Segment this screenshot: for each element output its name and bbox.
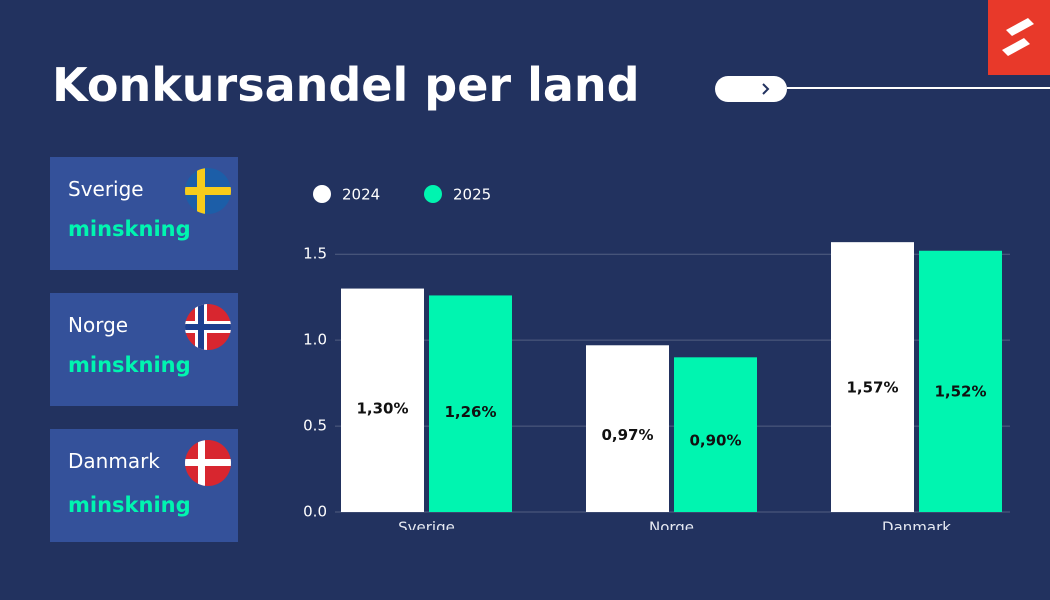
value-label: 1,57% <box>846 378 898 396</box>
value-label: 1,30% <box>356 400 408 418</box>
value-label: 1,26% <box>444 403 496 421</box>
y-tick-label: 1.0 <box>303 331 327 349</box>
y-tick-label: 0.5 <box>303 417 327 435</box>
chart: 0.0 0.5 1.0 1.5 2024 2025 Sverige 1,30% 1,26% Nor… <box>303 185 1010 531</box>
chevron <box>762 83 770 95</box>
country: Sverige <box>68 177 144 201</box>
next-button[interactable] <box>715 76 787 102</box>
value-label: 1,52% <box>934 382 986 400</box>
status: minskning <box>68 493 191 517</box>
bar <box>341 288 424 512</box>
logo <box>988 0 1050 75</box>
legend-marker <box>313 185 331 203</box>
divider <box>787 87 1050 89</box>
logo-icon <box>1002 18 1034 56</box>
flag <box>185 304 231 350</box>
legend-marker <box>424 185 442 203</box>
country: Norge <box>68 313 129 337</box>
y-tick-label: 0.0 <box>303 503 327 521</box>
x-tick-label: Sverige <box>398 519 455 531</box>
value-label: 0,97% <box>601 426 653 444</box>
flag <box>185 440 231 486</box>
legend-label: 2025 <box>453 186 491 204</box>
bar <box>429 295 512 512</box>
value-label: 0,90% <box>689 431 741 449</box>
y-tick-label: 1.5 <box>303 245 327 263</box>
card: Sverige minskning <box>50 157 238 270</box>
legend-label: 2024 <box>342 186 380 204</box>
card: Danmark minskning <box>50 429 238 542</box>
x-tick-label: Norge <box>649 519 694 531</box>
bar <box>674 357 757 512</box>
x-tick-label: Danmark <box>882 519 951 531</box>
bar <box>586 345 669 512</box>
status: minskning <box>68 217 191 241</box>
country: Danmark <box>68 449 160 473</box>
title: Konkursandel per land <box>52 58 640 112</box>
flag <box>185 168 231 214</box>
card: Norge minskning <box>50 293 238 406</box>
bar <box>831 242 914 512</box>
status: minskning <box>68 353 191 377</box>
bar <box>919 250 1002 512</box>
